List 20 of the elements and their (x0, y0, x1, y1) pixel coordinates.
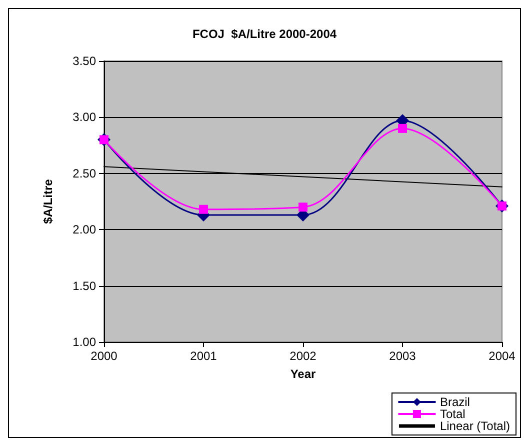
legend-label: Linear (Total) (440, 419, 510, 433)
point (199, 204, 208, 214)
x-tick-label: 2003 (389, 349, 416, 363)
chart-title: FCOJ $A/Litre 2000-2004 (192, 27, 337, 41)
y-tick-label: 2.00 (72, 222, 96, 237)
y-tick-label: 3.00 (72, 110, 96, 124)
legend-label: Total (440, 407, 466, 421)
y-tick-label: 1.50 (72, 278, 96, 293)
y-tick-label: 1.00 (72, 335, 96, 349)
x-axis-title: Year (290, 367, 316, 381)
point (398, 124, 407, 133)
point (298, 202, 308, 212)
y-axis-title: $A/Litre (41, 178, 55, 224)
x-tick-label: 2004 (488, 349, 516, 363)
y-tick-label: 2.50 (72, 166, 96, 180)
x-tick-label: 2000 (90, 349, 118, 363)
y-tick-label: 3.50 (72, 54, 96, 68)
legend-label: Brazil (440, 395, 470, 409)
x-tick-label: 2001 (190, 349, 218, 363)
x-tick-label: 2002 (290, 349, 317, 363)
